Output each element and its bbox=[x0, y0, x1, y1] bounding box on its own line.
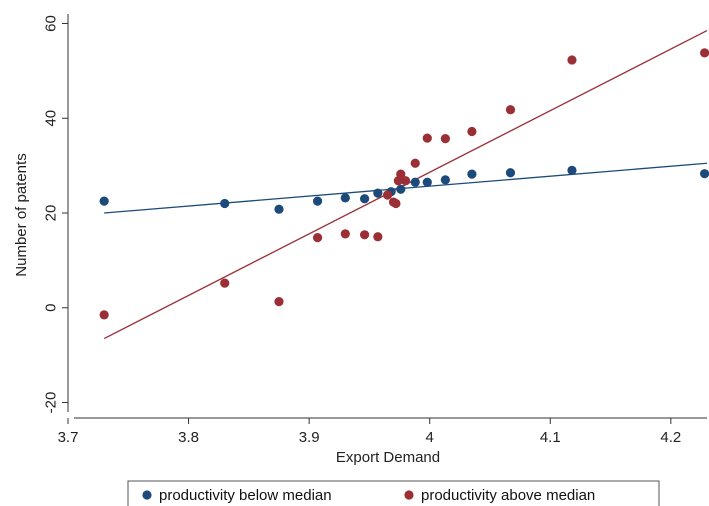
y-tick-label: 60 bbox=[42, 15, 59, 32]
point-above-median bbox=[99, 310, 109, 320]
point-above-median bbox=[410, 158, 420, 168]
point-above-median bbox=[312, 233, 323, 243]
x-tick-label: 3.8 bbox=[178, 429, 199, 446]
point-above-median bbox=[567, 55, 577, 65]
legend-label-above-median: productivity above median bbox=[421, 487, 595, 504]
x-tick-label: 4 bbox=[426, 429, 434, 446]
y-tick-label: 0 bbox=[42, 304, 59, 312]
y-axis-label: Number of patents bbox=[13, 153, 30, 276]
x-axis-label: Export Demand bbox=[336, 449, 440, 466]
point-below-median bbox=[467, 169, 477, 179]
point-above-median bbox=[699, 48, 709, 58]
y-tick-label: 40 bbox=[42, 110, 59, 127]
x-tick-label: 4.2 bbox=[660, 429, 681, 446]
y-tick-label: -20 bbox=[42, 392, 59, 414]
legend-box bbox=[127, 480, 660, 506]
point-above-median bbox=[382, 190, 393, 200]
legend-label-below-median: productivity below median bbox=[159, 487, 332, 504]
x-axis-ticks: 3.7 3.8 3.9 4 4.1 4.2 bbox=[58, 418, 681, 446]
x-tick-label: 4.1 bbox=[540, 429, 561, 446]
axes bbox=[67, 14, 707, 419]
point-below-median bbox=[340, 193, 350, 203]
fit-line-below-median bbox=[104, 162, 708, 214]
point-below-median bbox=[359, 194, 370, 204]
data-points bbox=[99, 48, 709, 320]
point-above-median bbox=[396, 169, 406, 179]
point-above-median bbox=[422, 133, 432, 143]
legend: productivity below median productivity a… bbox=[127, 480, 660, 506]
point-below-median bbox=[505, 168, 516, 178]
point-above-median bbox=[373, 232, 383, 242]
point-below-median bbox=[396, 184, 406, 194]
point-below-median bbox=[373, 188, 383, 198]
point-above-median bbox=[274, 297, 284, 307]
point-above-median bbox=[440, 134, 450, 144]
legend-marker-above-median bbox=[404, 490, 414, 500]
x-tick-label: 3.7 bbox=[58, 429, 79, 446]
legend-marker-below-median bbox=[142, 490, 152, 500]
point-below-median bbox=[699, 169, 709, 179]
point-below-median bbox=[274, 204, 284, 214]
point-above-median bbox=[505, 105, 516, 115]
point-above-median bbox=[340, 229, 350, 239]
x-tick-label: 3.9 bbox=[299, 429, 320, 446]
point-above-median bbox=[359, 230, 370, 240]
point-below-median bbox=[312, 196, 323, 206]
point-above-median bbox=[220, 278, 230, 288]
point-above-median bbox=[467, 126, 477, 137]
point-below-median bbox=[440, 175, 450, 185]
point-above-median bbox=[400, 176, 411, 186]
point-below-median bbox=[220, 198, 230, 209]
point-below-median bbox=[422, 177, 432, 187]
point-above-median bbox=[391, 198, 401, 209]
y-tick-label: 20 bbox=[42, 205, 59, 222]
point-below-median bbox=[99, 196, 109, 206]
point-below-median bbox=[410, 177, 420, 187]
point-below-median bbox=[567, 165, 577, 175]
y-axis-ticks: -20 0 20 40 60 bbox=[42, 15, 68, 413]
